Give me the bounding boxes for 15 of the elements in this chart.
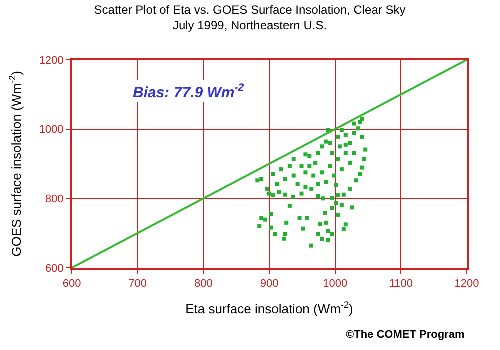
text: ©The COMET Program	[346, 329, 465, 341]
y-tick-label: 600	[45, 262, 64, 275]
y-tick-label: 1200	[39, 54, 64, 67]
x-tick-label: 800	[194, 278, 213, 290]
y-tick-label: 800	[45, 194, 64, 206]
y-tick-label: 1000	[39, 124, 64, 136]
x-tick-label: 1200	[454, 278, 480, 290]
annotation: Bias: 77.9 Wm$^{-2}$	[133, 82, 244, 102]
x-axis-title: Eta surface insolation (Wm$^{-2}$)	[186, 300, 354, 316]
x-tick-label: 600	[62, 278, 82, 290]
x-tick-label: 900	[260, 278, 279, 290]
x-tick-label: 700	[128, 278, 148, 290]
x-tick-label: 1100	[389, 278, 413, 290]
x-tick-label: 1000	[323, 278, 348, 290]
chart-title: Scatter Plot of Eta vs. GOES Surface Insolation, Clear Sky July 1999, Northeastern U.S.	[94, 3, 406, 33]
